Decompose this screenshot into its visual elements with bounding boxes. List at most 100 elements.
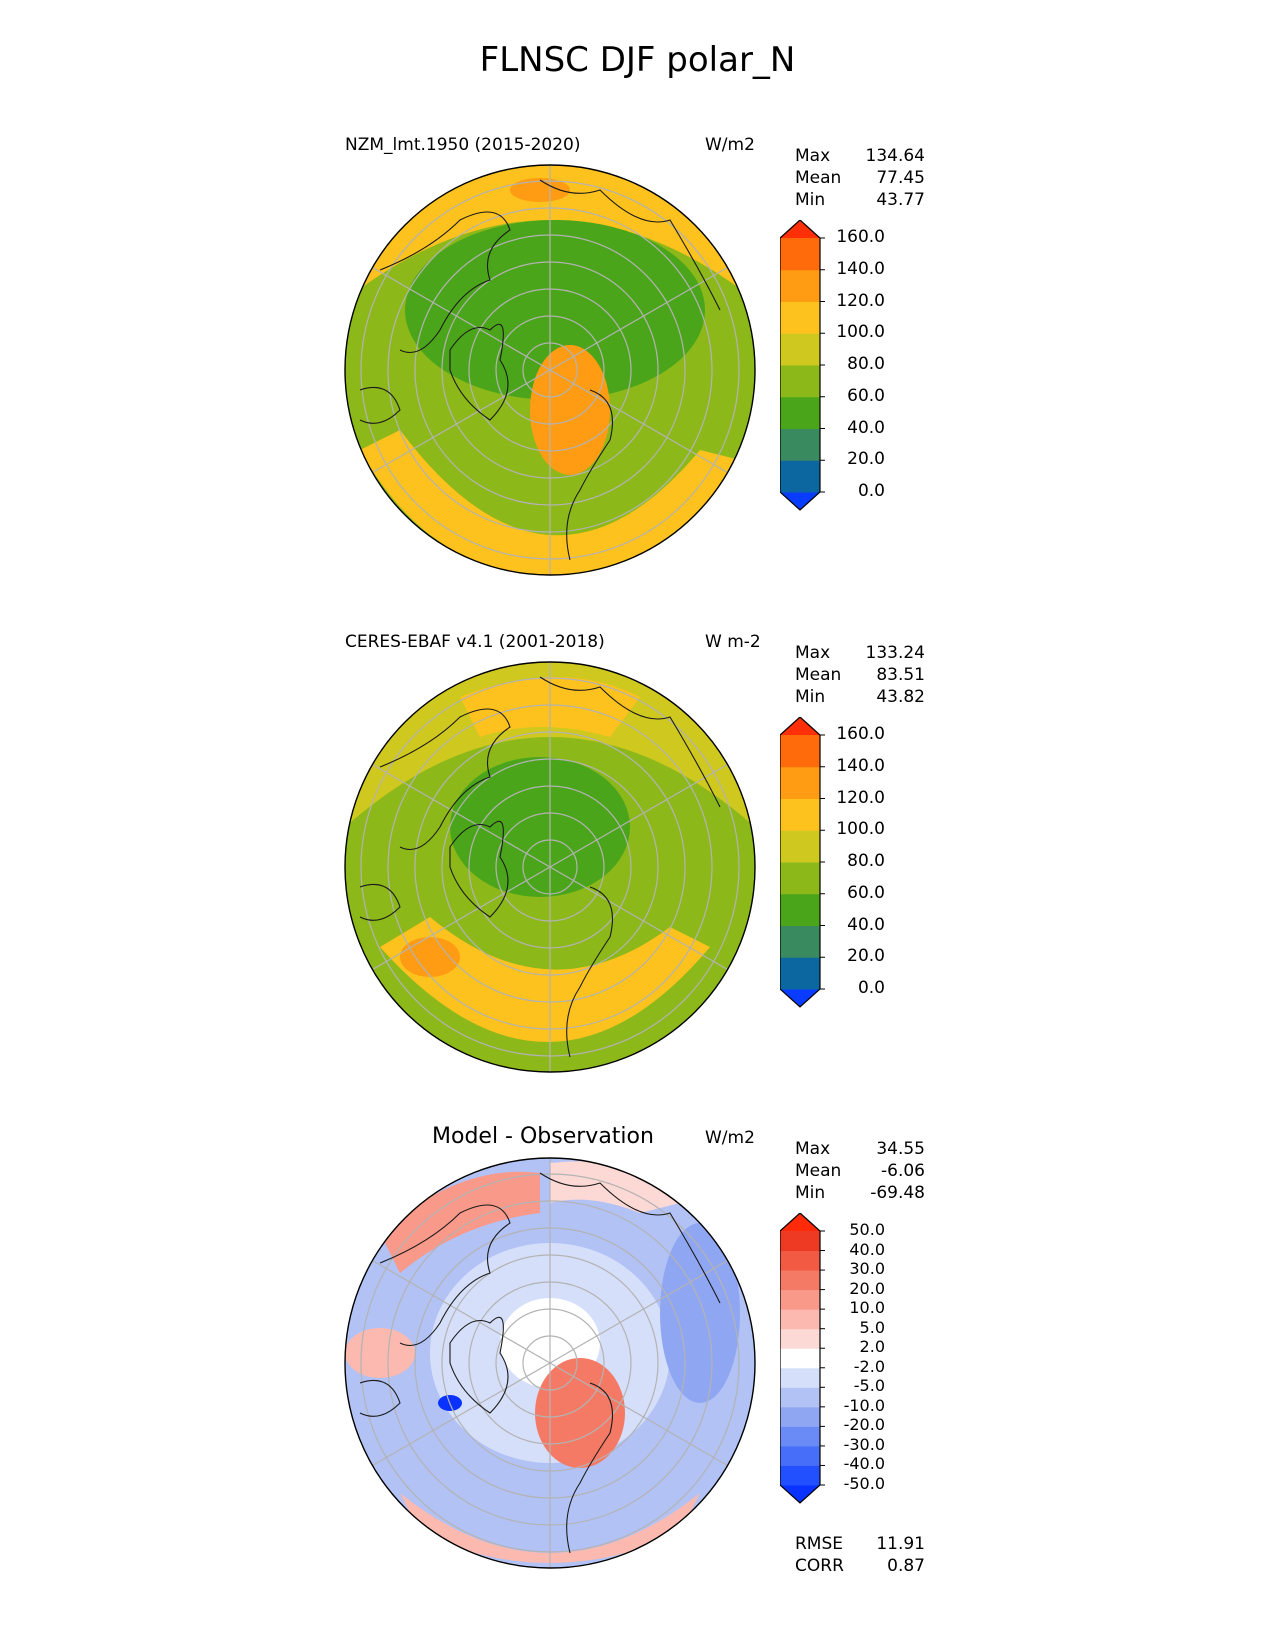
polar-map — [344, 661, 756, 1073]
colorbar-tick-label: -10.0 — [843, 1395, 885, 1415]
field-region — [550, 1161, 680, 1213]
units-label: W/m2 — [705, 1128, 755, 1148]
field-region — [660, 1223, 740, 1403]
stat-max: Max 133.24 — [795, 643, 925, 663]
colorbar-extend-low — [780, 989, 820, 1007]
colorbar-segment — [780, 893, 820, 926]
colorbar-tick-label: 10.0 — [849, 1298, 885, 1318]
panel-observation: CERES-EBAF v4.1 (2001-2018) W m-2 Max 133… — [0, 632, 1275, 1102]
stat-min: Min -69.48 — [795, 1183, 925, 1203]
colorbar-segment — [780, 957, 820, 990]
colorbar-tick-label: 50.0 — [849, 1220, 885, 1239]
colorbar-segment — [780, 1465, 820, 1486]
meridian-line — [372, 1362, 551, 1467]
colorbar-segment — [780, 1367, 820, 1388]
colorbar — [780, 220, 825, 511]
field-region — [530, 345, 610, 475]
colorbar-tick-label: 5.0 — [859, 1317, 885, 1337]
polar-map — [344, 1157, 756, 1569]
colorbar-segment — [780, 1231, 820, 1252]
field-region — [400, 937, 460, 977]
colorbar-tick-label: 160.0 — [836, 227, 885, 247]
panel-title: NZM_lmt.1950 (2015-2020) — [345, 135, 581, 155]
coastline — [379, 211, 511, 354]
colorbar-tick-label: 100.0 — [836, 322, 885, 343]
colorbar-segment — [780, 1309, 820, 1330]
colorbar-tick-label: 160.0 — [836, 724, 885, 744]
meridian-line — [372, 1259, 551, 1364]
meridian-line — [372, 866, 551, 971]
units-label: W/m2 — [705, 135, 755, 155]
meridian-line — [372, 266, 551, 371]
colorbar-tick-label: 120.0 — [836, 787, 885, 808]
colorbar-segment — [780, 925, 820, 958]
coastline — [359, 1379, 401, 1417]
field-region — [380, 917, 710, 1042]
colorbar-tick-label: 140.0 — [836, 258, 885, 279]
colorbar-tick-label: 0.0 — [857, 481, 885, 501]
field-region — [535, 1358, 625, 1468]
meridian-line — [549, 763, 728, 868]
colorbar-extend-low — [780, 1485, 820, 1503]
colorbar — [780, 717, 825, 1008]
colorbar-tick-label: 80.0 — [847, 354, 885, 374]
coastline — [539, 1172, 721, 1304]
figure-title: FLNSC DJF polar_N — [479, 40, 796, 80]
colorbar-tick-label: 40.0 — [847, 914, 885, 935]
stats-box: Max 134.64 Mean 77.45 Min 43.77 — [795, 145, 925, 211]
panel-model: NZM_lmt.1950 (2015-2020) W/m2 Max 134.64 … — [0, 135, 1275, 605]
map-boundary — [344, 661, 756, 1073]
meridian-line — [549, 266, 728, 371]
colorbar-tick-label: -5.0 — [853, 1376, 885, 1396]
field-region — [345, 662, 755, 867]
stat-corr: CORR 0.87 — [795, 1556, 925, 1576]
field-region — [345, 165, 755, 370]
stat-min: Min 43.82 — [795, 687, 925, 707]
colorbar-tick-label: 120.0 — [836, 290, 885, 311]
colorbar-tick-label: 20.0 — [847, 946, 885, 967]
colorbar-tick-label: 2.0 — [859, 1337, 885, 1357]
colorbar-segment — [780, 1445, 820, 1466]
stats-box: Max 34.55 Mean -6.06 Min -69.48 — [795, 1138, 925, 1204]
colorbar-segment — [780, 1289, 820, 1310]
colorbar-segment — [780, 1406, 820, 1427]
field-region — [400, 1493, 700, 1563]
colorbar-tick-label: 20.0 — [849, 1278, 885, 1298]
colorbar-segment — [780, 238, 820, 271]
field-region — [380, 1171, 540, 1273]
colorbar-tick-label: -30.0 — [843, 1434, 885, 1454]
meridian-line — [549, 369, 728, 474]
colorbar-segment — [780, 766, 820, 799]
colorbar-tick-label: 100.0 — [836, 819, 885, 840]
colorbar-tick-label: 40.0 — [847, 417, 885, 438]
map-boundary — [344, 164, 756, 576]
coastline — [566, 1382, 614, 1554]
colorbar-segment — [780, 428, 820, 461]
field-region — [510, 178, 570, 202]
colorbar-tick-label: 40.0 — [849, 1239, 885, 1259]
field-region — [345, 1328, 415, 1378]
panel-difference: Model - Observation W/m2 Max 34.55 Mean -6… — [0, 1124, 1275, 1598]
colorbar-segment — [780, 1250, 820, 1271]
rmse-corr-box: RMSE 11.91 CORR 0.87 — [795, 1533, 925, 1577]
coastline — [379, 708, 511, 851]
colorbar-tick-label: -2.0 — [853, 1356, 885, 1376]
colorbar-extend-high — [780, 717, 820, 735]
colorbar-segment — [780, 830, 820, 863]
colorbar-tick-label: 20.0 — [847, 449, 885, 470]
colorbar-segment — [780, 301, 820, 334]
stat-max: Max 134.64 — [795, 146, 925, 166]
colorbar-tick-label: -40.0 — [843, 1454, 885, 1474]
stat-mean: Mean -6.06 — [795, 1161, 925, 1181]
units-label: W m-2 — [705, 632, 761, 652]
stat-max: Max 34.55 — [795, 1139, 925, 1159]
colorbar-segment — [780, 269, 820, 302]
colorbar-segment — [780, 735, 820, 768]
panel-title: Model - Observation — [432, 1124, 654, 1149]
colorbar-tick-label: 30.0 — [849, 1259, 885, 1279]
meridian-line — [549, 1362, 728, 1467]
map-boundary — [344, 1157, 756, 1569]
meridian-line — [549, 1259, 728, 1364]
coastline — [449, 1316, 509, 1414]
colorbar-tick-label: 0.0 — [857, 978, 885, 998]
